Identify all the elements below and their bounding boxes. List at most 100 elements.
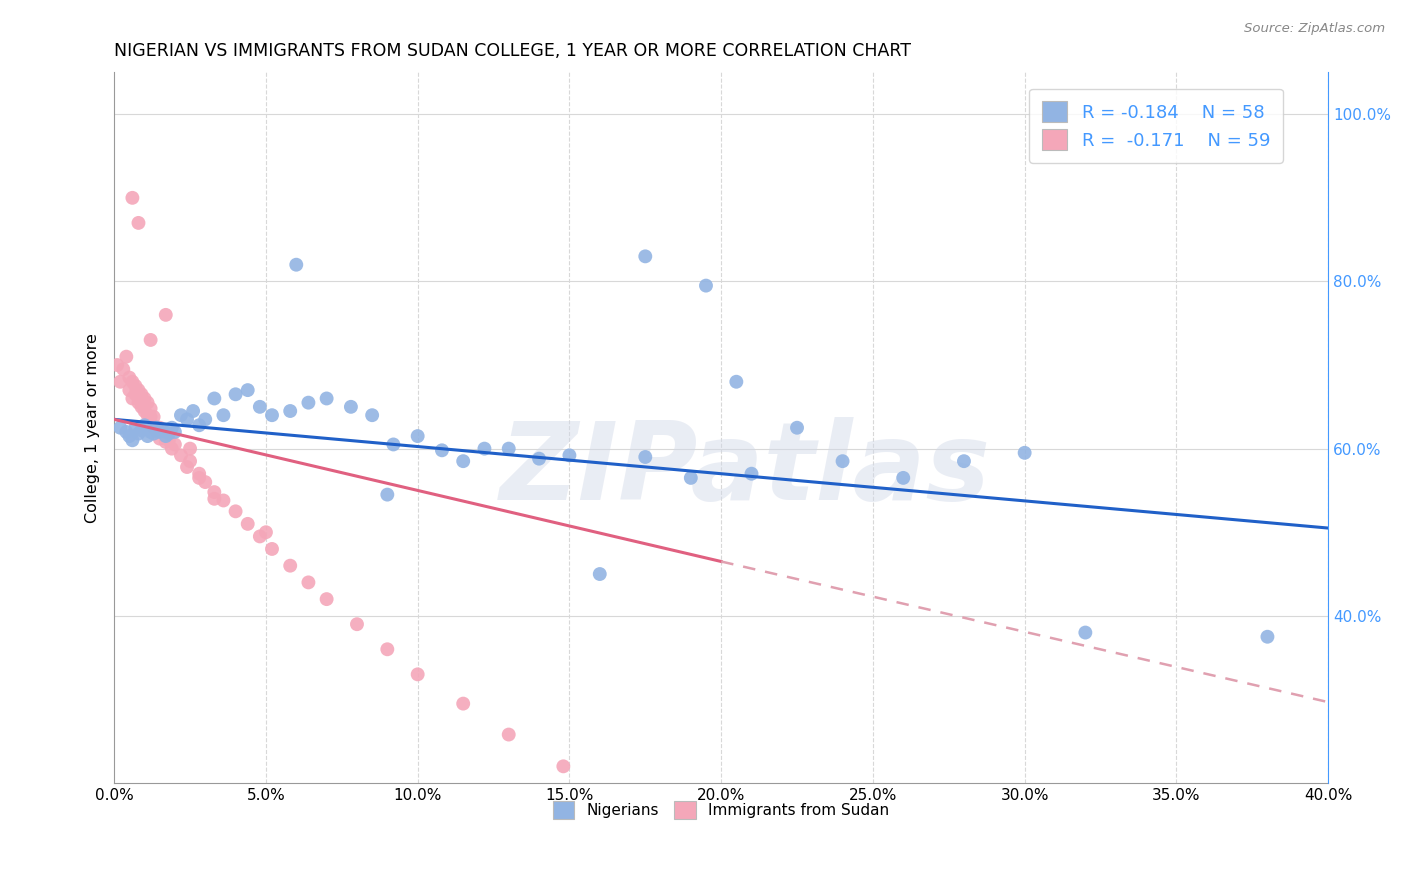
Point <box>831 454 853 468</box>
Point <box>139 409 162 424</box>
Point <box>118 383 141 397</box>
Point <box>297 395 319 409</box>
Point <box>139 401 162 416</box>
Point <box>188 418 211 433</box>
Point <box>786 421 808 435</box>
Point <box>121 434 143 448</box>
Point <box>315 392 337 406</box>
Text: Source: ZipAtlas.com: Source: ZipAtlas.com <box>1244 22 1385 36</box>
Point <box>149 421 172 435</box>
Point <box>155 308 177 322</box>
Point <box>558 448 581 462</box>
Point <box>118 429 141 443</box>
Point <box>553 759 575 773</box>
Point <box>498 727 520 741</box>
Point <box>249 400 271 414</box>
Point <box>118 370 141 384</box>
Point <box>131 387 153 401</box>
Point <box>110 375 132 389</box>
Point <box>157 426 180 441</box>
Point <box>170 448 193 462</box>
Point <box>194 475 217 489</box>
Point <box>152 423 174 437</box>
Point <box>225 387 247 401</box>
Point <box>285 258 308 272</box>
Point <box>613 793 636 807</box>
Point <box>136 429 159 443</box>
Point <box>406 667 429 681</box>
Text: ZIPatlas: ZIPatlas <box>501 417 991 524</box>
Point <box>741 467 763 481</box>
Point <box>155 429 177 443</box>
Point <box>121 191 143 205</box>
Point <box>891 471 914 485</box>
Point <box>179 442 201 456</box>
Point <box>127 216 149 230</box>
Point <box>260 541 283 556</box>
Point <box>375 488 398 502</box>
Point <box>1074 625 1097 640</box>
Point <box>145 421 167 435</box>
Point <box>202 485 225 500</box>
Point <box>179 454 201 468</box>
Point <box>249 529 271 543</box>
Point <box>127 395 149 409</box>
Point <box>142 426 165 441</box>
Point <box>212 493 235 508</box>
Point <box>212 408 235 422</box>
Point <box>134 418 156 433</box>
Point <box>953 454 976 468</box>
Point <box>254 525 277 540</box>
Point <box>474 442 496 456</box>
Point <box>163 437 186 451</box>
Point <box>725 375 748 389</box>
Point <box>202 392 225 406</box>
Point <box>134 404 156 418</box>
Point <box>163 425 186 439</box>
Point <box>679 471 702 485</box>
Point <box>170 408 193 422</box>
Point <box>181 404 204 418</box>
Point <box>176 460 198 475</box>
Point <box>236 383 259 397</box>
Point <box>236 516 259 531</box>
Point <box>340 400 363 414</box>
Point <box>139 333 162 347</box>
Point <box>451 454 474 468</box>
Point <box>1014 446 1036 460</box>
Point <box>188 471 211 485</box>
Point <box>112 362 135 376</box>
Point <box>451 697 474 711</box>
Point <box>139 425 162 439</box>
Point <box>124 421 146 435</box>
Point <box>124 379 146 393</box>
Point <box>127 426 149 441</box>
Point <box>382 437 405 451</box>
Point <box>315 592 337 607</box>
Point <box>278 404 301 418</box>
Point <box>430 443 453 458</box>
Point <box>194 412 217 426</box>
Point <box>136 408 159 422</box>
Text: NIGERIAN VS IMMIGRANTS FROM SUDAN COLLEGE, 1 YEAR OR MORE CORRELATION CHART: NIGERIAN VS IMMIGRANTS FROM SUDAN COLLEG… <box>114 42 911 60</box>
Point <box>149 425 172 439</box>
Point <box>105 358 128 372</box>
Point <box>134 392 156 406</box>
Point <box>160 421 183 435</box>
Point <box>131 423 153 437</box>
Point <box>346 617 368 632</box>
Y-axis label: College, 1 year or more: College, 1 year or more <box>86 333 100 523</box>
Point <box>121 375 143 389</box>
Point <box>375 642 398 657</box>
Point <box>121 392 143 406</box>
Point <box>145 425 167 439</box>
Point <box>634 249 657 263</box>
Point <box>695 278 717 293</box>
Point <box>406 429 429 443</box>
Point <box>202 491 225 506</box>
Point <box>589 567 612 582</box>
Point <box>149 432 172 446</box>
Point <box>188 467 211 481</box>
Point <box>136 395 159 409</box>
Point <box>142 409 165 424</box>
